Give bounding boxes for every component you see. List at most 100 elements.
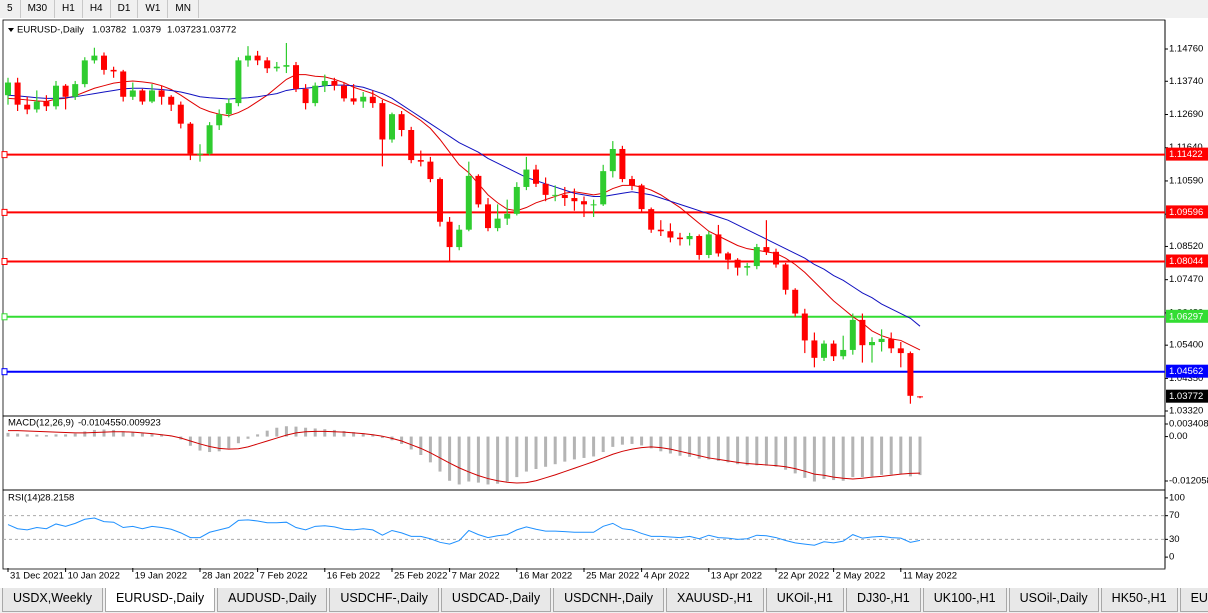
timeframe-button[interactable]: MN <box>168 0 199 18</box>
macd-bar <box>44 435 48 437</box>
macd-bar <box>54 434 58 437</box>
candle-body <box>561 194 568 199</box>
candle-body <box>600 171 607 205</box>
candle-body <box>609 148 616 172</box>
macd-bar <box>784 436 788 470</box>
macd-bar <box>419 436 423 455</box>
macd-bar <box>860 436 864 478</box>
macd-bar <box>697 436 701 459</box>
macd-bar <box>275 427 279 437</box>
macd-bar <box>774 436 778 467</box>
chart-tab[interactable]: EURUSD-,Daily <box>104 588 216 612</box>
macd-bar <box>793 436 797 474</box>
chart-tab[interactable]: UKOil-,H1 <box>765 588 844 612</box>
candle-body <box>821 343 827 358</box>
candle-body <box>475 175 482 205</box>
candle-body <box>43 101 50 107</box>
y-tick-label: 70 <box>1169 510 1180 521</box>
level-handle <box>1 258 8 266</box>
indicator-value: -0.010455 <box>78 418 121 429</box>
level-label: 1.06297 <box>1169 311 1203 322</box>
candle-body <box>782 264 789 290</box>
macd-bar <box>6 432 10 437</box>
macd-bar <box>918 436 922 476</box>
chart-tab[interactable]: HK50-,H1 <box>1100 588 1178 612</box>
candle-body <box>331 80 338 86</box>
macd-bar <box>323 429 327 437</box>
candle-body <box>437 179 443 222</box>
level-label: 1.04562 <box>1169 366 1203 377</box>
timeframe-toolbar: 5 M30 H1 H4 D1 W1 MN <box>0 0 199 18</box>
macd-bar <box>208 436 212 453</box>
macd-bar <box>313 428 317 437</box>
macd-bar <box>851 436 855 478</box>
x-tick-label: 28 Jan 2022 <box>202 571 254 582</box>
chart-tab[interactable]: AUDUSD-,Daily <box>217 588 328 612</box>
candle-body <box>360 96 367 102</box>
chart-tab[interactable]: USDX,Weekly <box>2 588 103 612</box>
level-label-bg <box>1166 147 1208 161</box>
chart-tab[interactable]: UK100-,H1 <box>922 588 1007 612</box>
candle-body <box>840 349 847 357</box>
macd-bar <box>428 436 432 463</box>
macd-bar <box>448 436 452 481</box>
level-label-bg <box>1166 254 1208 268</box>
timeframe-button[interactable]: D1 <box>111 0 139 18</box>
candle-body <box>696 236 703 255</box>
timeframe-button[interactable]: 5 <box>0 0 21 18</box>
y-tick-label: 1.07470 <box>1169 274 1203 285</box>
y-tick-label: 1.14760 <box>1169 44 1203 55</box>
chart-title: EURUSD-,Daily <box>17 25 84 36</box>
candle-body <box>62 85 69 97</box>
chart-tab[interactable]: USOil-,Daily <box>1008 588 1099 612</box>
macd-bar <box>582 436 586 458</box>
timeframe-button[interactable]: W1 <box>138 0 169 18</box>
macd-bar <box>630 436 634 444</box>
candle-body <box>33 101 40 110</box>
chart-tab[interactable]: USDCAD-,Daily <box>440 588 552 612</box>
macd-bar <box>35 434 39 437</box>
candle-body <box>101 55 107 70</box>
y-tick-label: 1.08520 <box>1169 241 1203 252</box>
macd-bar <box>678 436 682 456</box>
macd-bar <box>64 434 68 437</box>
timeframe-button[interactable]: M30 <box>21 0 56 18</box>
candle-body <box>811 340 818 358</box>
macd-signal <box>8 430 921 484</box>
candle-body <box>312 85 319 104</box>
macd-bar <box>342 431 346 437</box>
level-label: 1.08044 <box>1169 256 1203 267</box>
x-tick-label: 16 Mar 2022 <box>519 571 572 582</box>
indicator-title: RSI(14) <box>8 493 41 504</box>
level-label-bg <box>1166 364 1208 378</box>
candle-body <box>590 204 597 206</box>
macd-bar <box>716 436 720 461</box>
candle-body <box>120 71 127 97</box>
timeframe-button[interactable]: H4 <box>83 0 111 18</box>
candle-body <box>897 348 904 354</box>
macd-bar <box>764 436 768 466</box>
candle-body <box>53 85 59 107</box>
chart-tab[interactable]: USDCHF-,Daily <box>329 588 439 612</box>
candle-body <box>542 183 549 195</box>
candle-body <box>81 60 88 85</box>
x-tick-label: 31 Dec 2021 <box>10 571 64 582</box>
chart-tab[interactable]: DJ30-,H1 <box>845 588 921 612</box>
candle-body <box>581 201 587 205</box>
y-tick-label: 1.03320 <box>1169 406 1203 417</box>
candle-body <box>72 84 79 97</box>
candle-body <box>91 55 98 61</box>
macd-bar <box>707 436 711 460</box>
macd-bar <box>256 434 260 437</box>
chart-tab[interactable]: XAUUSD-,H1 <box>665 588 764 612</box>
chart-tab[interactable]: USDCNH-,Daily <box>553 588 664 612</box>
x-tick-label: 4 Apr 2022 <box>644 571 690 582</box>
candle-body <box>869 342 875 346</box>
candle-body <box>341 85 347 99</box>
timeframe-button[interactable]: H1 <box>55 0 83 18</box>
candle-body <box>657 229 664 232</box>
chart-tab[interactable]: EU <box>1179 588 1208 612</box>
macd-bar <box>592 436 596 457</box>
macd-bar <box>131 432 135 437</box>
